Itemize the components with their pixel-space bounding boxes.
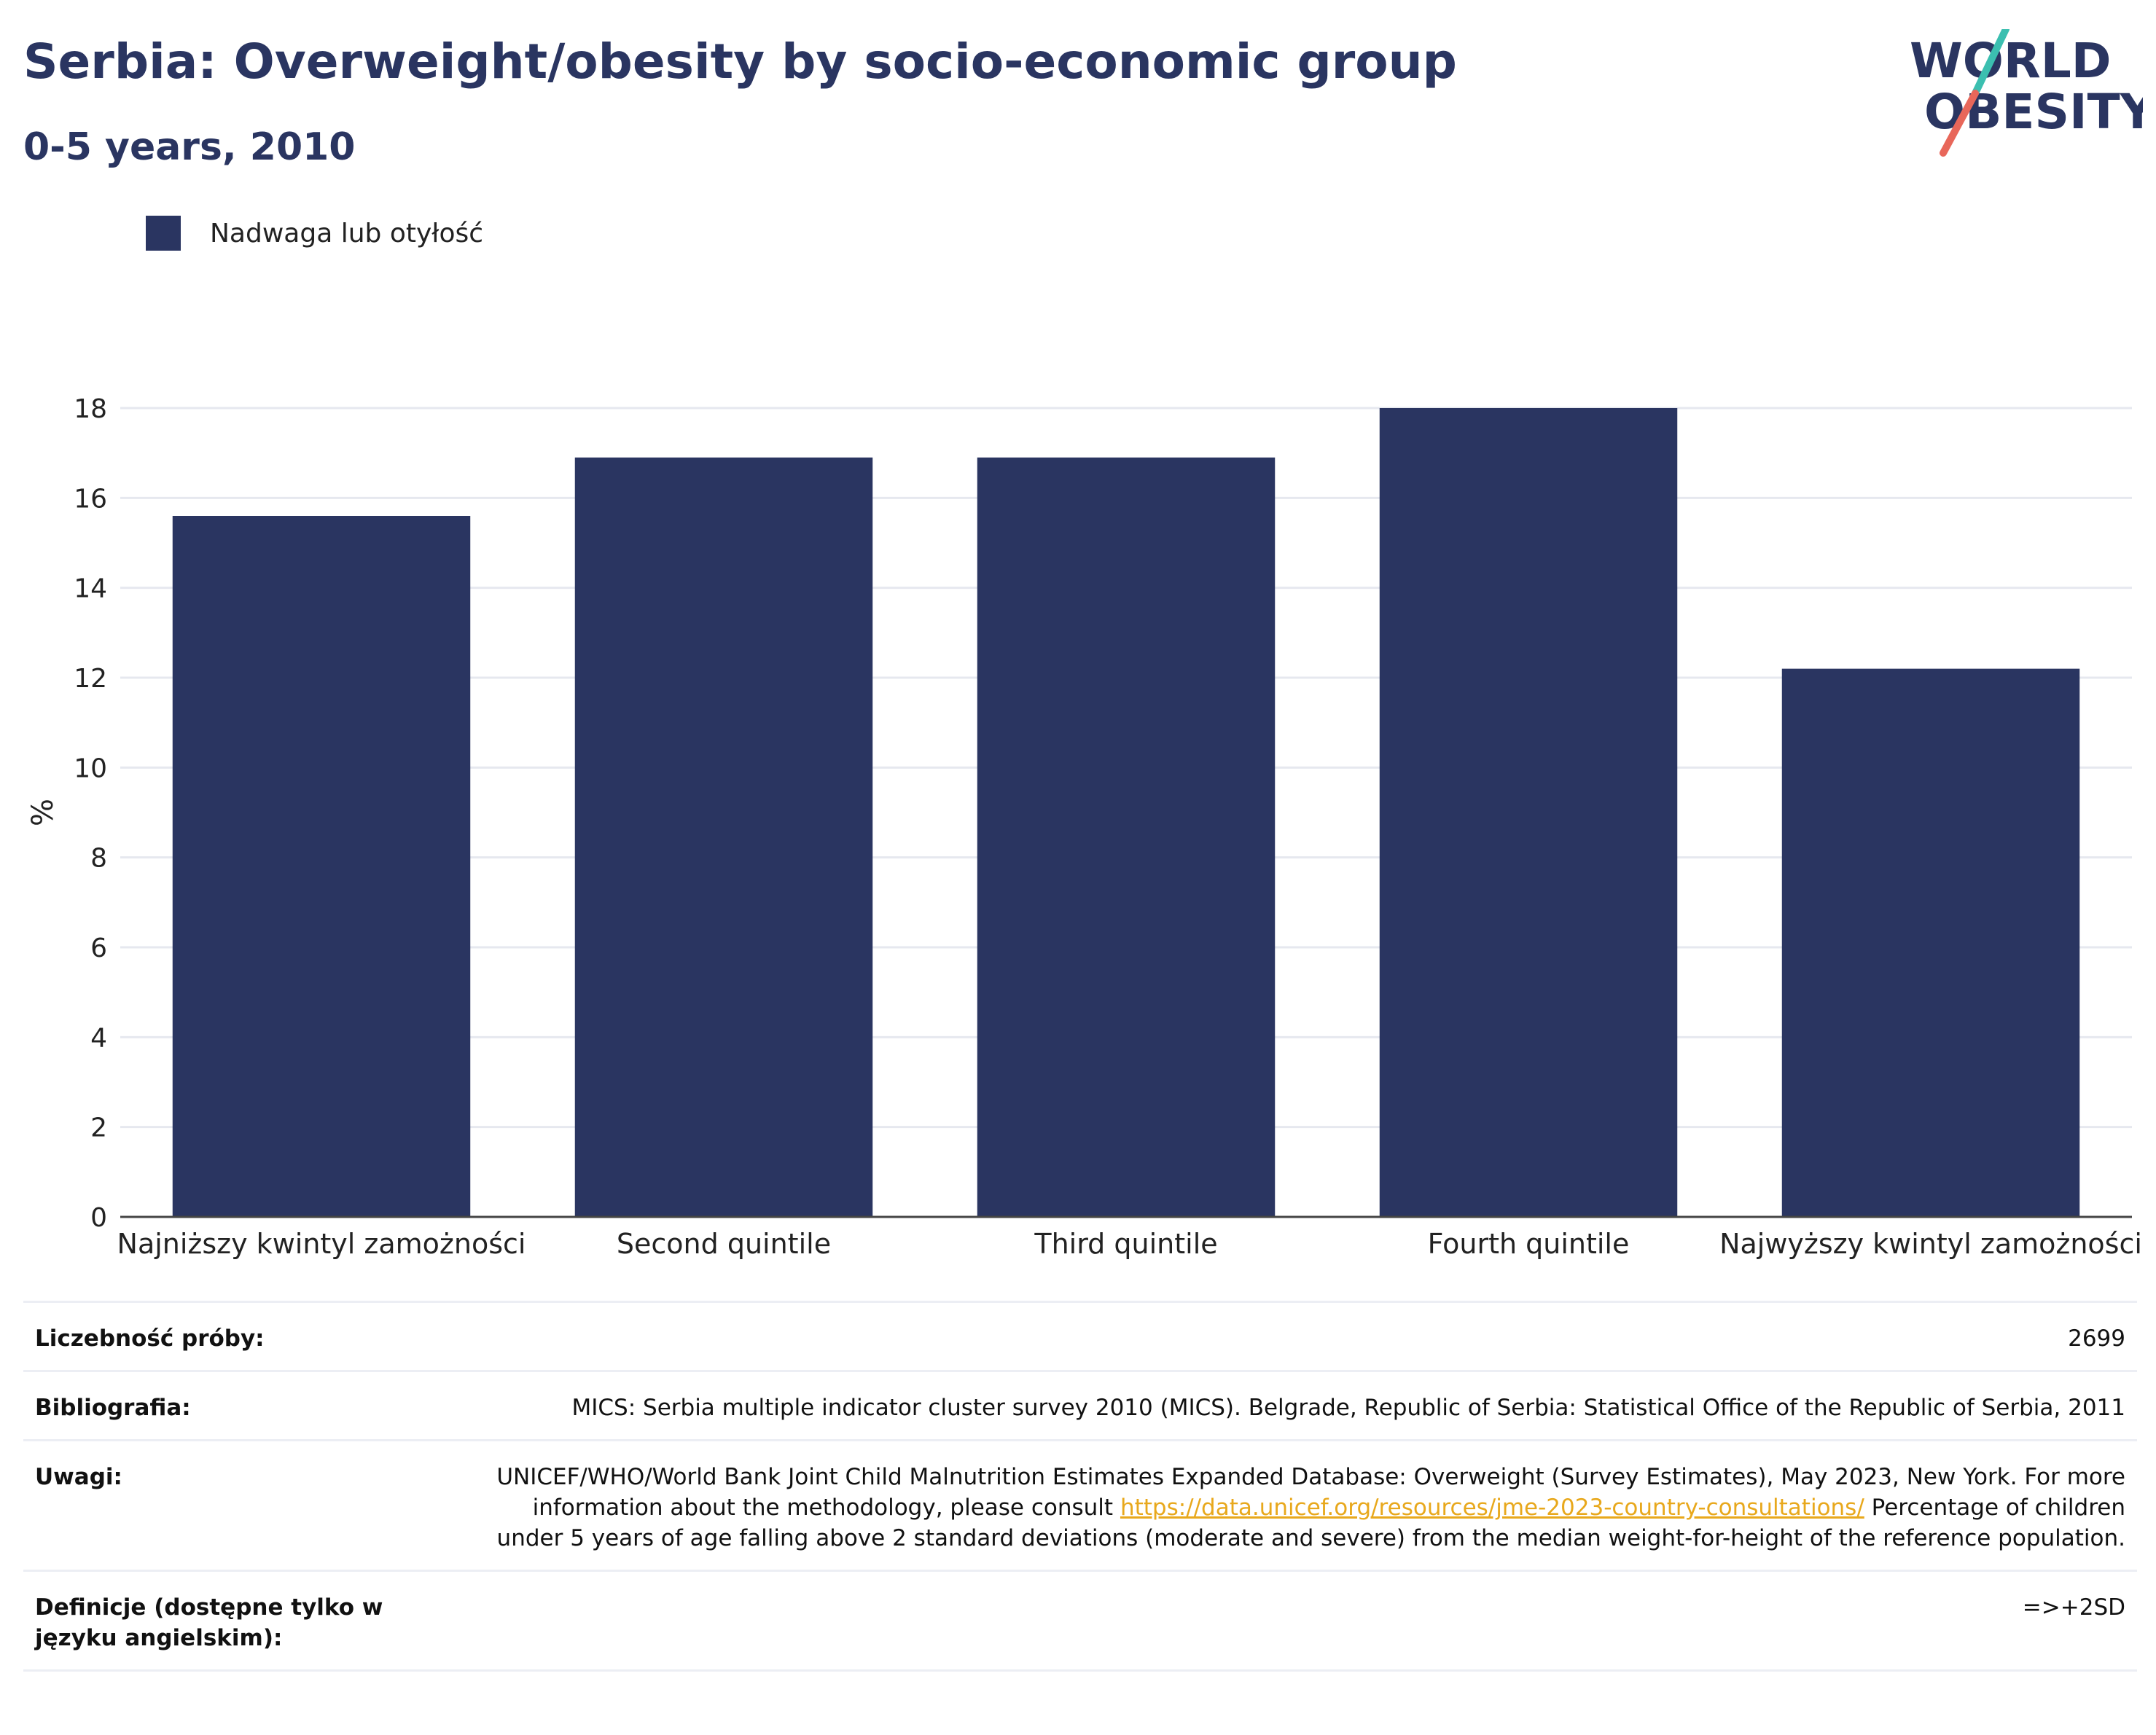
sample-size-value: 2699: [2068, 1325, 2125, 1352]
chart-title: Serbia: Overweight/obesity by socio-econ…: [23, 34, 1457, 90]
logo-line1: WORLD: [1910, 33, 2112, 89]
world-obesity-logo: WORLD OBESITY: [1910, 29, 2143, 157]
y-tick-label: 4: [90, 1023, 107, 1053]
info-table: Liczebność próby: 2699 Bibliografia: MIC…: [23, 1301, 2137, 1672]
logo-line2: OBESITY: [1924, 84, 2143, 140]
x-tick-label: Third quintile: [1034, 1228, 1217, 1260]
bar: [1379, 408, 1678, 1217]
notes-value: UNICEF/WHO/World Bank Joint Child Malnut…: [455, 1441, 2137, 1571]
y-tick-label: 12: [74, 664, 107, 694]
notes-text-2: Percentage of children under 5 years of …: [496, 1495, 2125, 1551]
y-tick-label: 18: [74, 394, 107, 424]
bar: [172, 516, 471, 1217]
x-tick-label: Second quintile: [617, 1228, 831, 1260]
y-tick-label: 8: [90, 844, 107, 874]
legend-label: Nadwaga lub otyłość: [210, 218, 484, 248]
bar: [574, 457, 873, 1218]
legend-swatch: [146, 216, 181, 251]
logo-slash-coral: [1940, 90, 1979, 157]
definitions-label: Definicje (dostępne tylko w języku angie…: [35, 1594, 383, 1651]
y-tick-label: 2: [90, 1113, 107, 1143]
y-axis-title: %: [26, 799, 60, 826]
info-row-bibliography: Bibliografia: MICS: Serbia multiple indi…: [23, 1371, 2137, 1441]
y-tick-label: 6: [90, 933, 107, 963]
sample-size-label: Liczebność próby:: [35, 1325, 265, 1352]
bibliography-value: MICS: Serbia multiple indicator cluster …: [571, 1395, 2125, 1421]
bar: [1781, 668, 2080, 1217]
notes-text-1: UNICEF/WHO/World Bank Joint Child Malnut…: [496, 1464, 2125, 1521]
notes-label: Uwagi:: [35, 1464, 122, 1490]
x-tick-label: Fourth quintile: [1428, 1228, 1630, 1260]
bar: [977, 457, 1276, 1218]
info-row-notes: Uwagi: UNICEF/WHO/World Bank Joint Child…: [23, 1441, 2137, 1571]
y-tick-label: 0: [90, 1203, 107, 1233]
y-tick-label: 14: [74, 574, 107, 604]
bibliography-label: Bibliografia:: [35, 1395, 191, 1421]
info-row-definitions: Definicje (dostępne tylko w języku angie…: [23, 1571, 2137, 1671]
chart-subtitle: 0-5 years, 2010: [23, 125, 356, 169]
bar-chart: 0 2 4 6 8 10 12 14 16 18% Najniższy kwintyl zamożn…: [26, 394, 2142, 1260]
definitions-value: =>+2SD: [2022, 1594, 2125, 1621]
methodology-link[interactable]: https://data.unicef.org/resources/jme-20…: [1120, 1495, 1864, 1521]
x-tick-label: Najwyższy kwintyl zamożności: [1719, 1228, 2142, 1260]
x-tick-label: Najniższy kwintyl zamożności: [117, 1228, 526, 1260]
legend[interactable]: Nadwaga lub otyłość: [146, 216, 483, 251]
y-tick-label: 10: [74, 753, 107, 783]
y-tick-label: 16: [74, 484, 107, 514]
logo-slash-teal: [1972, 29, 2009, 97]
info-row-sample: Liczebność próby: 2699: [23, 1301, 2137, 1371]
